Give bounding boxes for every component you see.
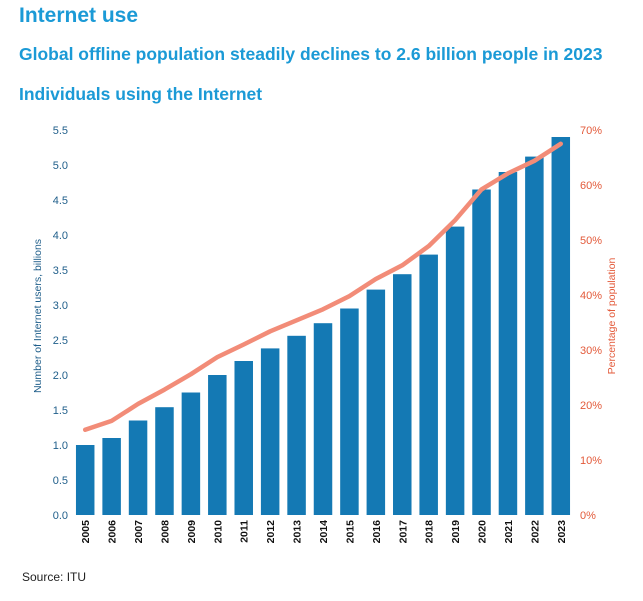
right-tick-label: 60%	[580, 180, 602, 192]
year-tick-label: 2007	[133, 520, 145, 544]
right-tick-label: 10%	[580, 455, 602, 467]
left-tick-label: 4.0	[53, 230, 68, 242]
year-tick-label: 2010	[212, 520, 224, 544]
year-tick-label: 2020	[477, 520, 489, 544]
users-bar	[313, 323, 333, 515]
left-tick-label: 2.0	[53, 370, 68, 382]
users-bar	[260, 348, 280, 515]
left-axis-ticks: 0.0 0.5 1.0 1.5 2.0 2.5 3.0 3.5 4.0 4.5 5.0 5.5	[53, 125, 68, 522]
users-bar	[287, 335, 306, 515]
year-tick-label: 2011	[239, 520, 251, 543]
year-tick-label: 2006	[107, 520, 119, 544]
users-bar	[102, 438, 121, 515]
year-tick-label: 2012	[265, 520, 277, 544]
year-tick-label: 2015	[344, 520, 356, 544]
left-tick-label: 3.5	[53, 265, 68, 277]
users-bar	[155, 407, 174, 515]
users-bar	[393, 274, 412, 515]
users-bar	[419, 254, 438, 515]
users-bar	[525, 156, 544, 515]
left-tick-label: 2.5	[53, 335, 68, 347]
right-axis-ticks: 0% 10% 20% 30% 40% 50% 60% 70%	[580, 125, 602, 522]
users-bar	[551, 137, 571, 515]
right-tick-label: 70%	[580, 125, 602, 137]
users-bar	[234, 361, 253, 515]
year-tick-label: 2014	[318, 520, 330, 544]
right-tick-label: 50%	[580, 235, 602, 247]
left-axis-title: Number of Internet users, billions	[32, 239, 44, 393]
right-tick-label: 40%	[580, 290, 602, 302]
users-bar	[366, 289, 386, 515]
year-tick-label: 2005	[80, 520, 92, 544]
percentage-series-line	[82, 141, 564, 433]
left-tick-label: 1.5	[53, 405, 68, 417]
right-tick-label: 30%	[580, 345, 602, 357]
year-tick-label: 2019	[450, 520, 462, 544]
section-title: Internet use	[19, 4, 139, 27]
users-bar	[340, 308, 359, 515]
year-tick-label: 2018	[424, 520, 436, 544]
year-tick-label: 2013	[292, 520, 304, 544]
year-tick-label: 2008	[159, 520, 171, 544]
right-axis-title: Percentage of population	[606, 257, 618, 374]
left-tick-label: 5.5	[53, 125, 68, 137]
year-axis-ticks: 2005 2006 2007 2008 2009 2010 2011 2012 2013 2014…	[80, 520, 568, 544]
users-bar	[498, 172, 518, 515]
users-bar	[181, 392, 201, 515]
chart-title: Individuals using the Internet	[19, 84, 263, 104]
year-tick-label: 2022	[529, 520, 541, 544]
users-bar	[208, 375, 227, 515]
users-bar	[445, 226, 465, 515]
left-tick-label: 0.0	[53, 510, 68, 522]
right-tick-label: 20%	[580, 400, 602, 412]
percentage-line	[82, 141, 564, 433]
source-note: Source: ITU	[22, 570, 87, 584]
year-tick-label: 2021	[503, 520, 515, 544]
left-tick-label: 4.5	[53, 195, 68, 207]
users-bar	[472, 189, 491, 515]
left-tick-label: 0.5	[53, 475, 68, 487]
year-tick-label: 2023	[556, 520, 568, 544]
left-tick-label: 3.0	[53, 300, 68, 312]
users-bar	[75, 445, 95, 515]
users-bar	[128, 420, 148, 515]
users-bars	[75, 137, 571, 515]
headline: Global offline population steadily decli…	[19, 44, 603, 64]
right-tick-label: 0%	[580, 510, 596, 522]
left-tick-label: 5.0	[53, 160, 68, 172]
year-tick-label: 2009	[186, 520, 198, 544]
year-tick-label: 2017	[397, 520, 409, 544]
left-tick-label: 1.0	[53, 440, 68, 452]
year-tick-label: 2016	[371, 520, 383, 544]
